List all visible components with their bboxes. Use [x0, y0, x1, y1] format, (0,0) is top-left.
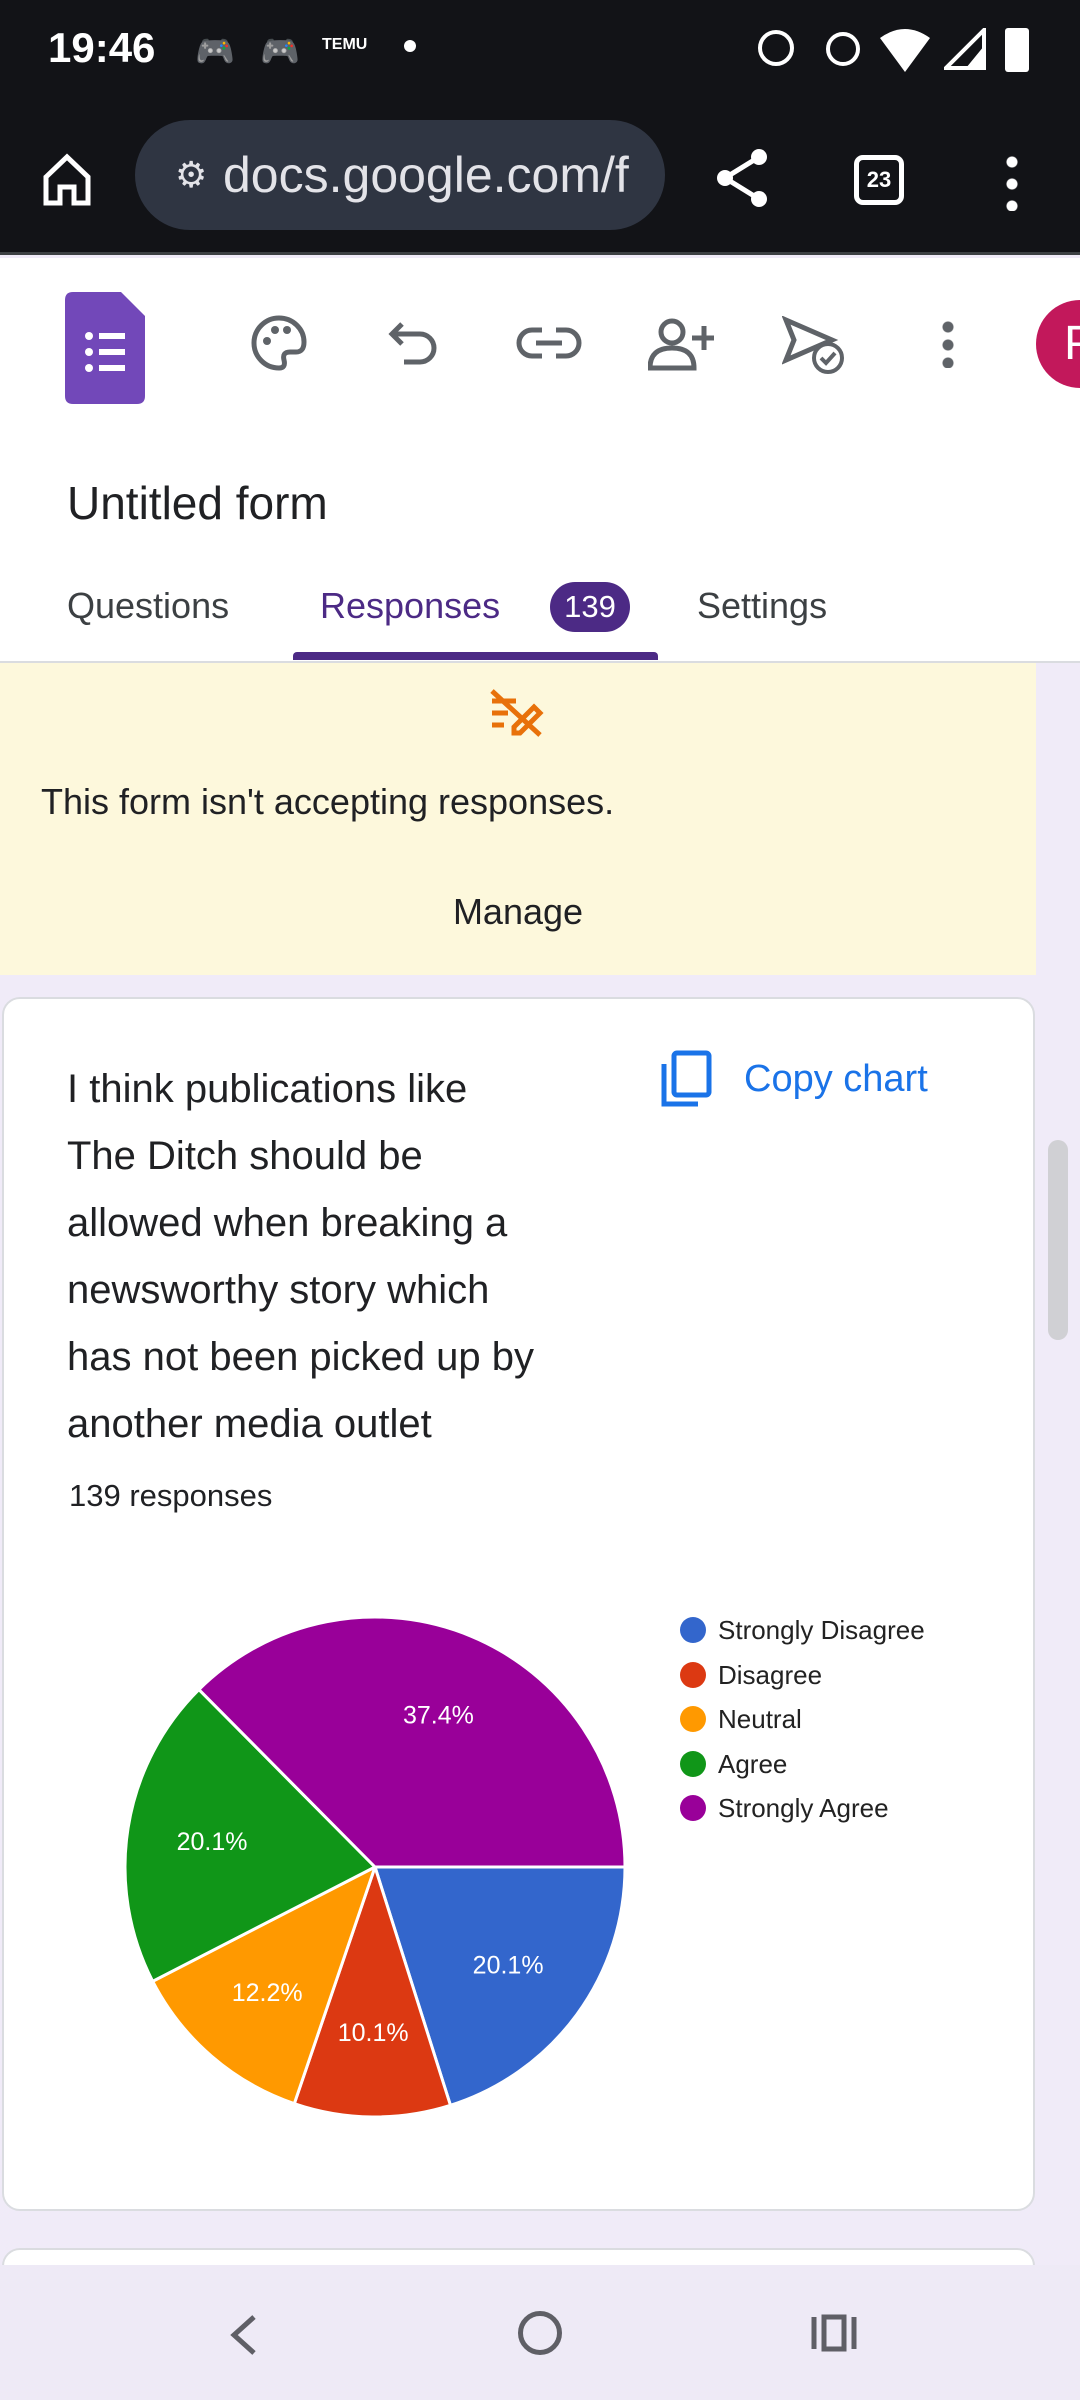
add-collaborator-icon[interactable] [648, 316, 714, 372]
question-line: The Ditch should be [67, 1134, 423, 1178]
avatar[interactable]: P [1036, 300, 1080, 388]
pie-chart: 20.1% 10.1% 12.2% 20.1% 37.4% [123, 1615, 627, 2119]
palette-icon[interactable] [250, 314, 308, 372]
not-accepting-banner: This form isn't accepting responses. Man… [0, 663, 1036, 975]
back-icon[interactable] [228, 2313, 258, 2357]
legend-swatch [680, 1750, 706, 1777]
discord-icon: 🎮 [260, 33, 300, 69]
tab-questions[interactable]: Questions [67, 585, 230, 626]
question-line: I think publications like [67, 1067, 468, 1111]
slice-label: 37.4% [403, 1702, 474, 1730]
pie-slice-strongly-agree [196, 1615, 627, 1869]
send-icon[interactable] [782, 316, 846, 376]
pie-slice-strongly-disagree [372, 1865, 627, 2108]
edit-off-icon [490, 689, 544, 737]
share-icon[interactable] [715, 147, 769, 209]
question-line: newsworthy story which [67, 1268, 490, 1312]
pie-slice-agree [123, 1687, 378, 1984]
legend-swatch [680, 1661, 706, 1688]
alarm-icon [758, 30, 794, 66]
question-text: I think publications like The Ditch shou… [67, 1056, 627, 1458]
responses-count-badge: 139 [550, 582, 630, 632]
copy-chart-button[interactable]: Copy chart [660, 1050, 928, 1108]
active-tab-indicator [293, 652, 658, 660]
more-options-icon[interactable] [942, 318, 954, 368]
banner-message: This form isn't accepting responses. [41, 781, 615, 822]
question-line: another media outlet [67, 1402, 432, 1446]
legend-swatch [680, 1795, 706, 1821]
discord-icon: 🎮 [195, 33, 235, 69]
legend-swatch [680, 1706, 706, 1732]
pie-slice-disagree [292, 1862, 453, 2119]
tab-settings[interactable]: Settings [697, 585, 828, 626]
scrollbar[interactable] [1048, 1140, 1068, 1340]
legend-label: Agree [718, 1748, 788, 1779]
app-bar: P Untitled form [0, 258, 1080, 663]
status-bar: 19:46 🎮 🎮 TEMU [0, 0, 1080, 125]
dot-icon [404, 40, 416, 52]
slice-label: 20.1% [177, 1828, 248, 1856]
tab-responses[interactable]: Responses [320, 585, 501, 626]
legend-swatch [680, 1617, 706, 1643]
copy-chart-label: Copy chart [744, 1057, 928, 1100]
copy-icon [661, 1050, 712, 1107]
wifi-icon [880, 29, 930, 72]
slice-label: 10.1% [338, 2019, 409, 2047]
manage-button[interactable]: Manage [452, 891, 584, 932]
legend-label: Strongly Agree [718, 1793, 889, 1823]
undo-icon[interactable] [388, 320, 440, 366]
tab-switcher-button[interactable]: 23 [854, 155, 904, 205]
slice-label: 20.1% [473, 1951, 544, 1979]
site-settings-icon[interactable]: ⚙ [175, 154, 208, 195]
legend-label: Strongly Disagree [718, 1615, 925, 1645]
response-count: 139 responses [69, 1478, 273, 1513]
temu-icon: TEMU [322, 36, 368, 53]
battery-icon [1005, 28, 1029, 72]
slice-label: 12.2% [232, 1979, 303, 2007]
pie-slice-neutral [150, 1863, 378, 2106]
home-nav-icon[interactable] [518, 2311, 562, 2355]
home-icon[interactable] [42, 153, 92, 207]
link-icon[interactable] [516, 324, 582, 364]
clock: 19:46 [48, 24, 156, 71]
dnd-icon [826, 32, 860, 66]
url-bar[interactable]: ⚙ docs.google.com/f [135, 120, 665, 230]
signal-icon [944, 28, 986, 70]
legend-label: Neutral [718, 1704, 802, 1734]
navigation-bar [0, 2265, 1080, 2400]
legend-label: Disagree [718, 1659, 823, 1690]
google-forms-logo [65, 292, 145, 404]
url-text: docs.google.com/f [223, 147, 629, 203]
more-vert-icon[interactable] [1006, 151, 1018, 211]
question-line: has not been picked up by [67, 1335, 535, 1379]
form-title[interactable]: Untitled form [67, 477, 328, 529]
question-line: allowed when breaking a [67, 1201, 508, 1245]
recents-icon[interactable] [810, 2313, 858, 2353]
